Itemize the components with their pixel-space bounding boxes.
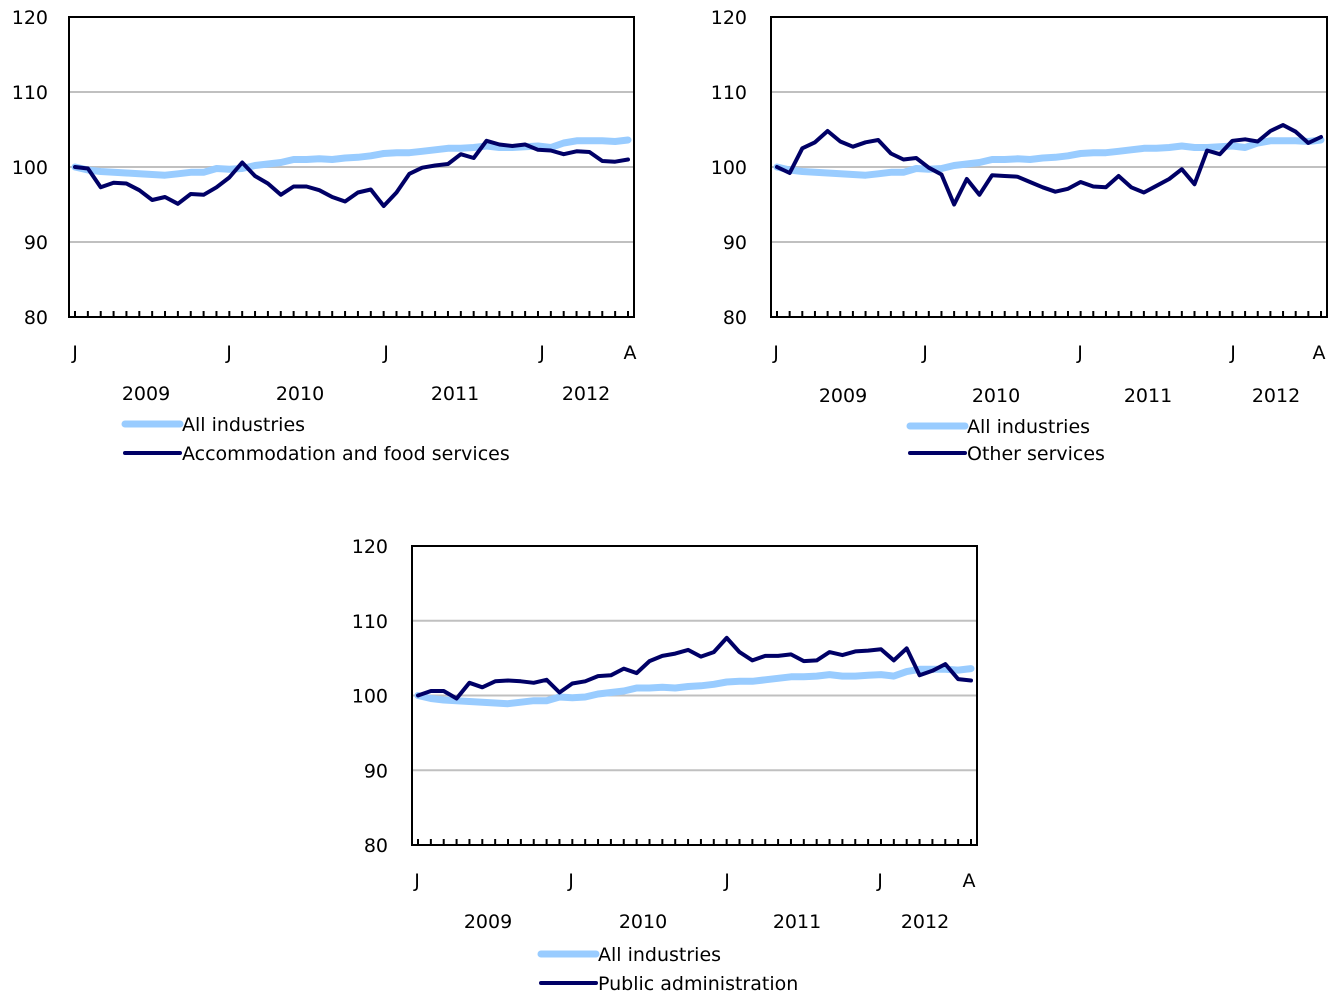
x-month-label: J <box>71 342 78 364</box>
legend-label: All industries <box>598 944 721 966</box>
y-tick-label: 90 <box>364 760 388 782</box>
x-year-label: 2009 <box>464 911 512 933</box>
y-tick-label: 100 <box>352 686 388 708</box>
y-tick-label: 80 <box>364 835 388 857</box>
legend-label: Public administration <box>598 973 798 995</box>
legend-label: All industries <box>967 416 1090 438</box>
legend-label: All industries <box>182 414 305 436</box>
x-month-label: J <box>1229 342 1236 364</box>
y-tick-label: 110 <box>711 82 747 104</box>
x-month-label: J <box>876 870 883 892</box>
x-year-label: 2011 <box>773 911 821 933</box>
x-month-label: A <box>963 870 976 892</box>
series-line <box>416 635 973 701</box>
x-year-label: 2010 <box>619 911 667 933</box>
plot-area-border <box>770 16 1328 318</box>
y-tick-label: 90 <box>723 232 747 254</box>
x-year-label: 2012 <box>901 911 949 933</box>
series-line <box>775 123 1323 207</box>
y-tick-label: 90 <box>24 232 48 254</box>
chart-1: 80 90 100 110 120 J J J J A 2009 2010 2011 2012 All in… <box>12 7 637 465</box>
x-year-label: 2009 <box>819 385 867 407</box>
x-year-label: 2012 <box>1252 385 1300 407</box>
chart-2: 80 90 100 110 120 J J J J A 2009 2010 2011 2012 All in… <box>711 7 1328 465</box>
x-month-label: J <box>772 342 779 364</box>
y-tick-label: 120 <box>711 7 747 29</box>
x-month-label: J <box>382 342 389 364</box>
y-tick-label: 100 <box>12 157 48 179</box>
x-year-label: 2010 <box>972 385 1020 407</box>
x-month-label: J <box>921 342 928 364</box>
x-month-label: A <box>624 342 637 364</box>
x-year-label: 2012 <box>562 383 610 405</box>
x-month-label: J <box>413 870 420 892</box>
legend-label: Accommodation and food services <box>182 443 510 465</box>
series-line <box>414 665 975 708</box>
y-tick-label: 110 <box>352 611 388 633</box>
x-month-label: J <box>723 870 730 892</box>
y-tick-label: 120 <box>352 536 388 558</box>
y-tick-label: 120 <box>12 7 48 29</box>
plot-area-border <box>411 545 978 846</box>
x-year-label: 2010 <box>276 383 324 405</box>
x-year-label: 2011 <box>1124 385 1172 407</box>
y-tick-label: 80 <box>723 307 747 329</box>
series-line <box>773 136 1325 179</box>
y-tick-label: 80 <box>24 307 48 329</box>
plot-area-border <box>68 16 635 318</box>
x-month-label: J <box>1076 342 1083 364</box>
x-year-label: 2011 <box>431 383 479 405</box>
y-tick-label: 110 <box>12 82 48 104</box>
chart-3: 80 90 100 110 120 J J J J A 2009 2010 2011 2012 All in… <box>352 536 978 995</box>
x-month-label: J <box>567 870 574 892</box>
x-month-label: A <box>1313 342 1326 364</box>
x-month-label: J <box>538 342 545 364</box>
series-line <box>73 138 630 208</box>
series-line <box>71 136 632 179</box>
legend-label: Other services <box>967 443 1105 465</box>
x-month-label: J <box>225 342 232 364</box>
x-year-label: 2009 <box>122 383 170 405</box>
y-tick-label: 100 <box>711 157 747 179</box>
